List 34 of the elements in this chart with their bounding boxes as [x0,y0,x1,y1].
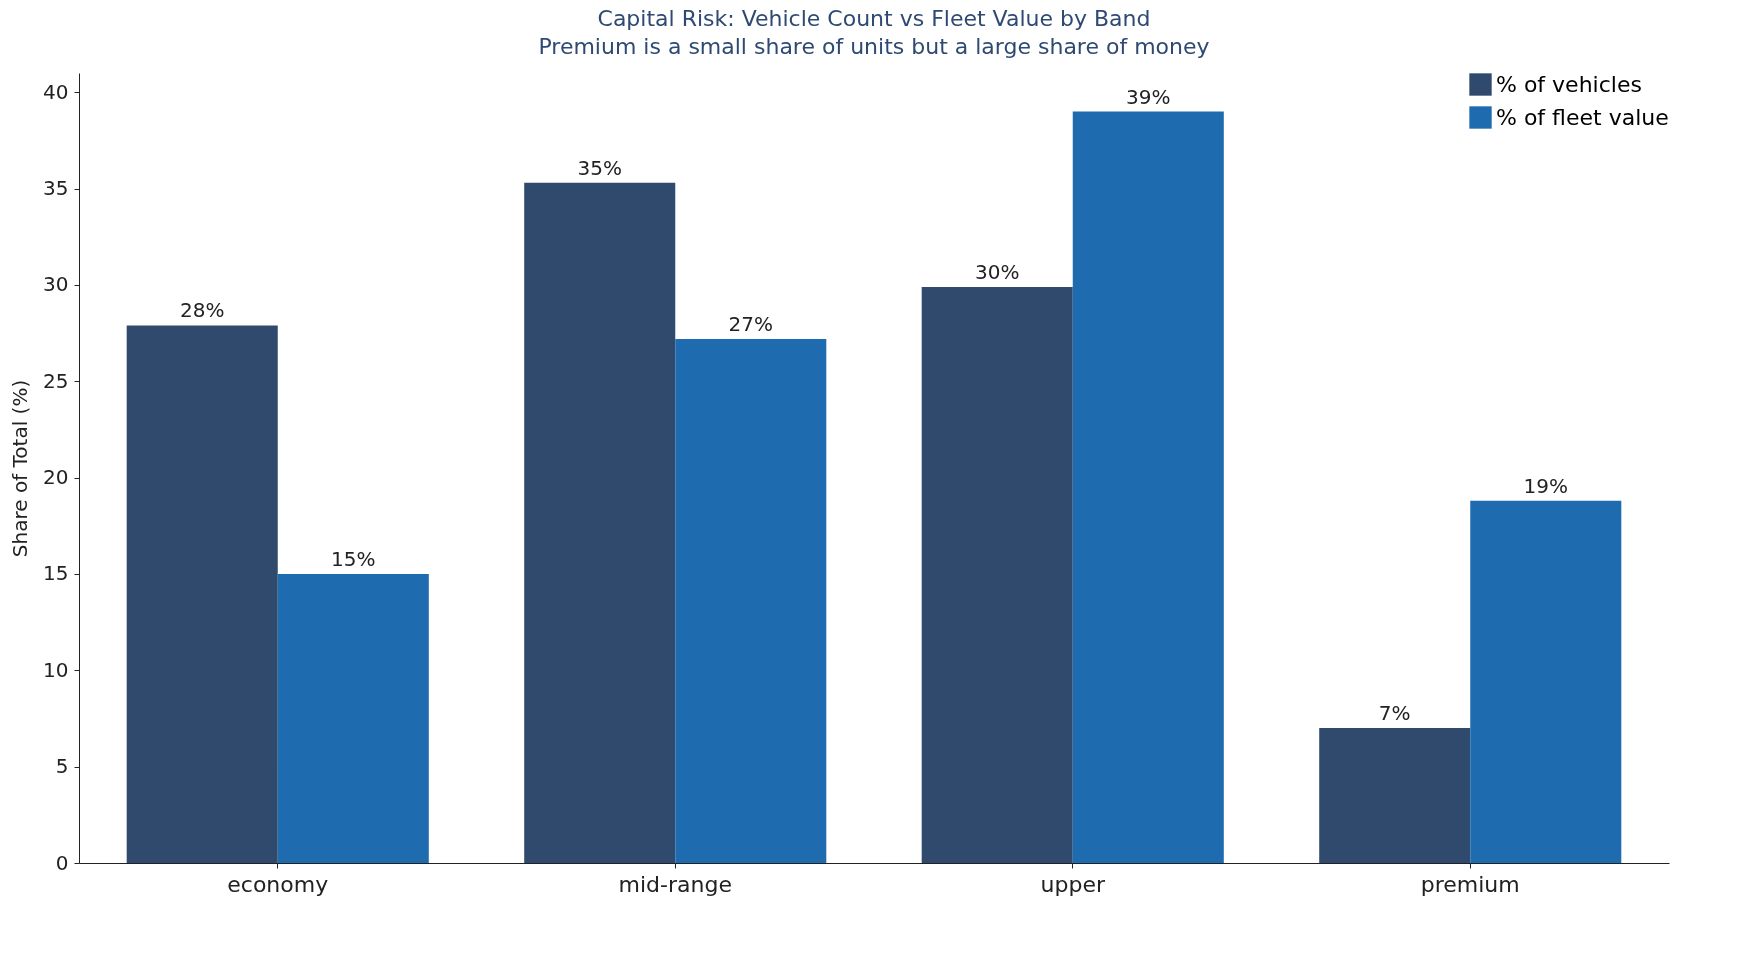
x-tick-label: premium [1420,871,1520,897]
y-axis-title: Share of Total (%) [8,379,33,558]
bar [1319,728,1471,863]
data-label: 39% [1126,84,1171,109]
x-tick-label: mid-range [618,871,732,897]
data-label: 15% [331,546,376,571]
bar [524,182,676,863]
bar [675,338,827,863]
data-label: 27% [728,311,773,336]
legend-label: % of vehicles [1496,71,1642,97]
y-tick-label: 20 [43,465,69,490]
y-tick-label: 5 [55,754,69,779]
bar [277,573,429,863]
y-tick-label: 35 [43,176,69,201]
chart-title: Capital Risk: Vehicle Count vs Fleet Value by Band [597,6,1151,31]
y-tick-label: 15 [43,561,69,586]
y-tick-label: 40 [43,79,69,104]
data-label: 35% [577,155,622,180]
y-tick-label: 10 [43,657,69,682]
y-tick-label: 30 [43,272,69,297]
chart-subtitle: Premium is a small share of units but a large share of money [538,34,1210,59]
bar [1470,500,1622,863]
bar [126,325,278,863]
bar [1072,111,1224,863]
data-label: 28% [180,298,225,323]
y-tick-label: 0 [55,850,69,875]
data-label: 19% [1523,473,1568,498]
x-tick-label: upper [1040,871,1106,897]
bar [921,286,1073,863]
data-label: 7% [1378,701,1411,726]
legend-label: % of fleet value [1496,104,1669,130]
data-label: 30% [975,259,1020,284]
x-tick-label: economy [227,871,329,897]
y-tick-label: 25 [43,368,69,393]
